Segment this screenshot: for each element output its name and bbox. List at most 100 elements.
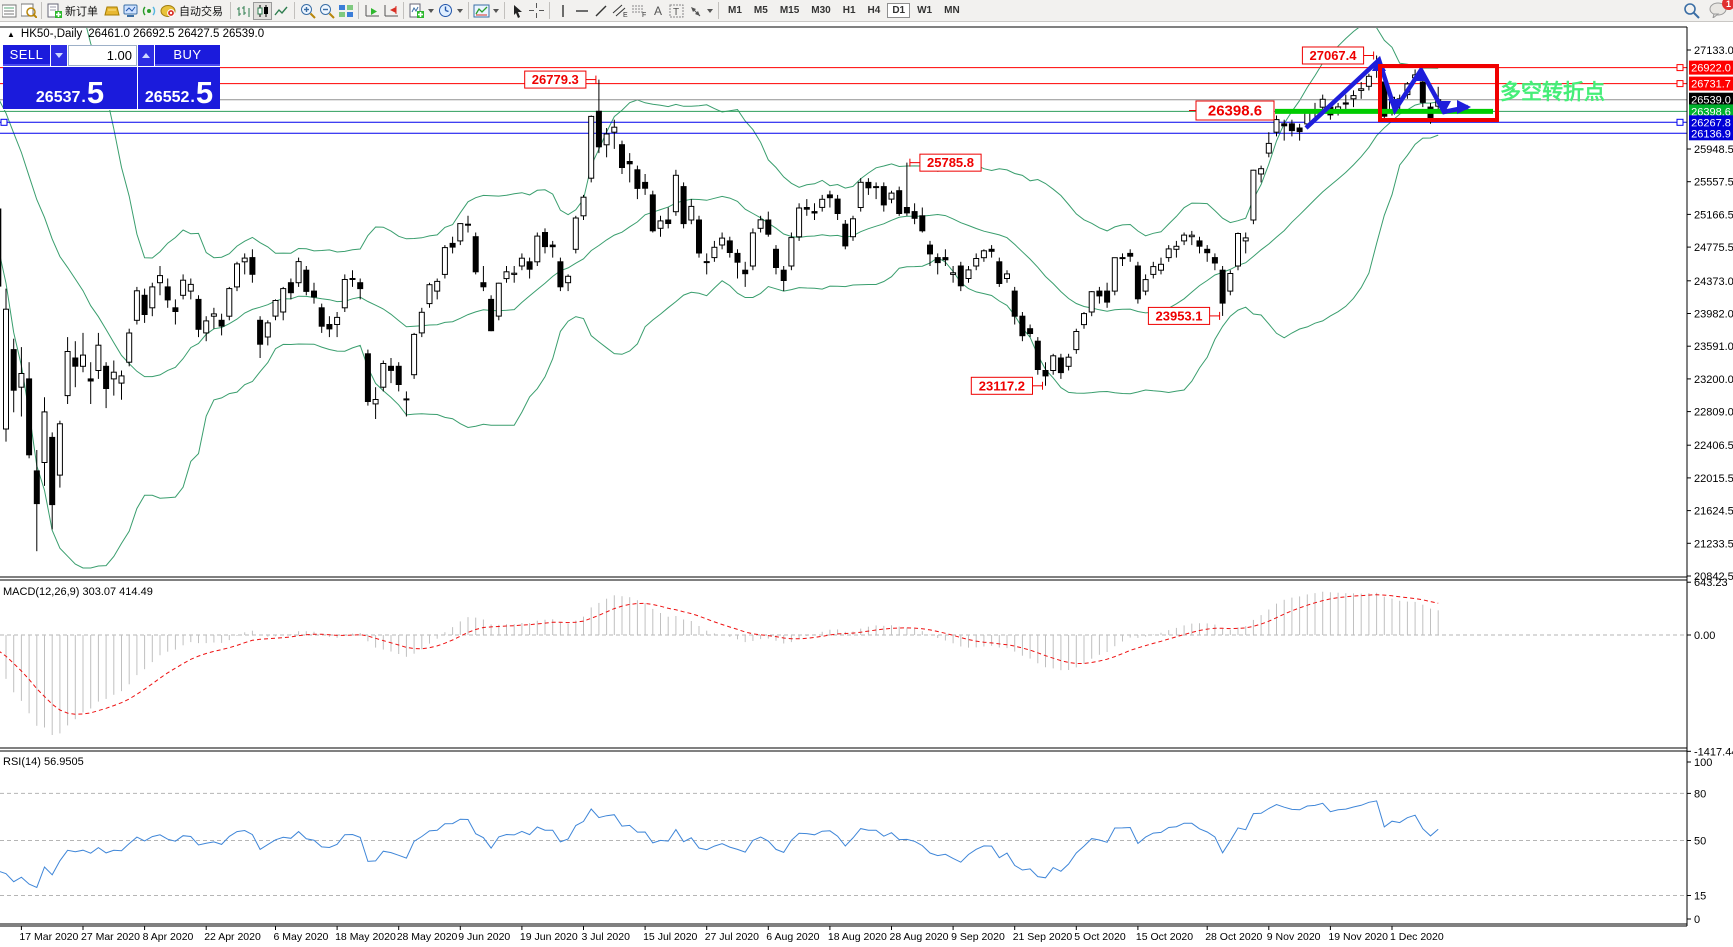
signal-icon[interactable] xyxy=(140,2,159,20)
sell-price-panel[interactable]: 26537. 5 xyxy=(3,67,137,109)
data-window-icon[interactable] xyxy=(19,2,38,20)
indicators-dropdown-icon[interactable] xyxy=(428,8,434,13)
fibonacci-tool-icon[interactable]: F xyxy=(629,2,648,20)
svg-text:1 Dec 2020: 1 Dec 2020 xyxy=(1390,931,1444,943)
symbol-collapse-icon[interactable]: ▲ xyxy=(7,29,15,39)
trendline-tool-icon[interactable] xyxy=(591,2,610,20)
tf-w1[interactable]: W1 xyxy=(917,5,933,16)
chart-shift-icon[interactable] xyxy=(381,2,400,20)
tf-m15[interactable]: M15 xyxy=(779,5,800,16)
svg-text:50: 50 xyxy=(1694,836,1706,848)
period-dropdown-icon[interactable] xyxy=(457,8,463,13)
tf-m1[interactable]: M1 xyxy=(728,5,742,16)
period-clock-icon[interactable] xyxy=(436,2,455,20)
bar-chart-icon[interactable] xyxy=(234,2,253,20)
rsi-pane xyxy=(0,792,1687,896)
symbol-period-label: HK50-,Daily xyxy=(20,28,83,40)
crosshair-icon[interactable] xyxy=(527,2,546,20)
svg-text:E: E xyxy=(623,12,628,18)
svg-text:26731.7: 26731.7 xyxy=(1691,79,1731,91)
date-axis: 17 Mar 2020 27 Mar 2020 8 Apr 2020 22 Apr 2… xyxy=(19,926,1444,943)
svg-text:80: 80 xyxy=(1694,788,1706,800)
svg-text:643.23: 643.23 xyxy=(1694,577,1728,589)
svg-text:21 Sep 2020: 21 Sep 2020 xyxy=(1013,931,1073,943)
svg-text:T: T xyxy=(673,7,679,18)
zoom-in-icon[interactable] xyxy=(298,2,317,20)
bull-bear-turning-point-annotation[interactable]: 多空转折点 xyxy=(1500,81,1605,104)
ohlc-values: 26461.0 26692.5 26427.5 26539.0 xyxy=(88,28,265,40)
svg-text:18 Aug 2020: 18 Aug 2020 xyxy=(828,931,887,943)
svg-text:26922.0: 26922.0 xyxy=(1691,63,1731,75)
new-order-icon[interactable] xyxy=(45,2,64,20)
buy-price-panel[interactable]: 26552. 5 xyxy=(138,67,220,109)
volume-input[interactable] xyxy=(70,47,136,64)
tf-h1[interactable]: H1 xyxy=(842,5,856,16)
horizontal-line-tool-icon[interactable] xyxy=(572,2,591,20)
svg-text:25948.5: 25948.5 xyxy=(1694,144,1733,156)
chart-frame xyxy=(0,26,1688,927)
profiles-icon[interactable] xyxy=(472,2,491,20)
svg-text:0.00: 0.00 xyxy=(1694,630,1715,642)
tile-windows-icon[interactable] xyxy=(336,2,355,20)
svg-text:22406.5: 22406.5 xyxy=(1694,440,1733,452)
arrows-dropdown-icon[interactable] xyxy=(707,8,713,13)
volume-decrease-button[interactable] xyxy=(51,45,67,66)
cursor-icon[interactable] xyxy=(508,2,527,20)
market-watch-icon[interactable] xyxy=(0,2,19,20)
macd-indicator-label: MACD(12,26,9) 303.07 414.49 xyxy=(3,586,153,598)
tf-d1[interactable]: D1 xyxy=(887,3,911,18)
svg-text:15 Oct 2020: 15 Oct 2020 xyxy=(1136,931,1193,943)
new-order-button[interactable]: 新订单 xyxy=(65,5,98,18)
svg-text:100: 100 xyxy=(1694,757,1712,769)
notifications-icon[interactable]: 1 xyxy=(1707,0,1733,19)
tf-h4[interactable]: H4 xyxy=(867,5,881,16)
price-callouts[interactable]: 26779.3 25785.8 23117.2 23953.1 27067.4 26398… xyxy=(524,46,1375,395)
svg-text:23982.0: 23982.0 xyxy=(1694,309,1733,321)
svg-text:23200.0: 23200.0 xyxy=(1694,374,1733,386)
svg-text:27133.0: 27133.0 xyxy=(1694,45,1733,57)
gold-symbol-icon[interactable] xyxy=(102,2,121,20)
svg-text:24775.5: 24775.5 xyxy=(1694,242,1733,254)
tf-mn[interactable]: MN xyxy=(944,5,960,16)
sell-button[interactable]: SELL xyxy=(3,45,50,66)
buy-button[interactable]: BUY xyxy=(155,45,220,66)
svg-text:23117.2: 23117.2 xyxy=(979,378,1025,393)
terminal-icon[interactable] xyxy=(121,2,140,20)
svg-text:26779.3: 26779.3 xyxy=(532,72,579,87)
svg-text:25785.8: 25785.8 xyxy=(927,155,974,170)
svg-text:28 Aug 2020: 28 Aug 2020 xyxy=(890,931,949,943)
volume-field-wrap xyxy=(68,45,137,66)
search-icon[interactable] xyxy=(1682,1,1701,19)
svg-text:8 Apr 2020: 8 Apr 2020 xyxy=(143,931,194,943)
one-click-trading-widget: SELL BUY 26537.5 26552.5 xyxy=(3,45,220,110)
auto-scroll-icon[interactable] xyxy=(362,2,381,20)
svg-text:20842.5: 20842.5 xyxy=(1694,571,1733,583)
svg-text:9 Nov 2020: 9 Nov 2020 xyxy=(1267,931,1321,943)
auto-trading-button[interactable]: 自动交易 xyxy=(179,5,223,18)
auto-trading-icon[interactable] xyxy=(159,2,178,20)
svg-text:19 Jun 2020: 19 Jun 2020 xyxy=(520,931,578,943)
svg-text:5 Oct 2020: 5 Oct 2020 xyxy=(1074,931,1126,943)
tf-m5[interactable]: M5 xyxy=(753,5,768,16)
svg-text:15 Jul 2020: 15 Jul 2020 xyxy=(643,931,697,943)
equidistant-channel-tool-icon[interactable]: E xyxy=(610,2,629,20)
text-label-tool-icon[interactable]: T xyxy=(667,2,686,20)
profiles-dropdown-icon[interactable] xyxy=(493,8,499,13)
vertical-line-tool-icon[interactable] xyxy=(553,2,572,20)
svg-text:28 May 2020: 28 May 2020 xyxy=(397,931,458,943)
indicators-icon[interactable] xyxy=(407,2,426,20)
zoom-out-icon[interactable] xyxy=(317,2,336,20)
svg-text:23953.1: 23953.1 xyxy=(1156,308,1203,323)
tf-m30[interactable]: M30 xyxy=(811,5,831,16)
notification-badge: 1 xyxy=(1722,0,1733,10)
price-level-lines xyxy=(0,64,1687,134)
text-tool-icon[interactable]: A xyxy=(648,2,667,20)
svg-text:6 May 2020: 6 May 2020 xyxy=(274,931,329,943)
volume-increase-button[interactable] xyxy=(138,45,154,66)
line-chart-icon[interactable] xyxy=(272,2,291,20)
macd-pane xyxy=(0,591,1687,735)
arrows-tool-icon[interactable] xyxy=(686,2,705,20)
candlestick-chart-icon[interactable] xyxy=(253,1,272,20)
